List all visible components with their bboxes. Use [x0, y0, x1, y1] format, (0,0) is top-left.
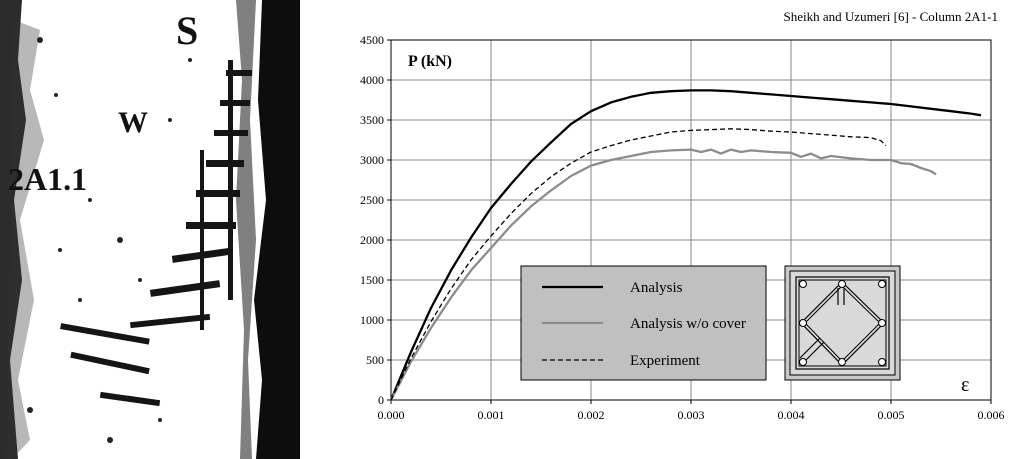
y-tick-label: 1500	[360, 273, 384, 287]
y-tick-label: 3000	[360, 153, 384, 167]
photo-label-s: S	[176, 8, 198, 53]
x-tick-label: 0.001	[478, 408, 505, 422]
load-strain-chart: Sheikh and Uzumeri [6] - Column 2A1-1 0 5…	[360, 9, 1005, 422]
legend-label-experiment: Experiment	[630, 353, 701, 369]
series-experiment	[390, 128, 887, 401]
x-tick-label: 0.003	[678, 408, 705, 422]
y-tick-label: 1000	[360, 313, 384, 327]
legend-label-analysis-without-cover: Analysis w/o cover	[630, 316, 746, 332]
series-analysis	[389, 89, 982, 401]
series-analysis-without-cover	[389, 148, 937, 401]
x-tick-label: 0.002	[578, 408, 605, 422]
x-axis: 0.000 0.001 0.002 0.003 0.004 0.005 0.006	[378, 400, 1005, 422]
y-tick-label: 3500	[360, 113, 384, 127]
legend: Analysis Analysis w/o cover Experiment	[520, 265, 767, 381]
y-tick-label: 4000	[360, 73, 384, 87]
x-tick-label: 0.005	[878, 408, 905, 422]
y-axis: 0 500 1000 1500 2000 2500 3000 3500 4000 4500	[360, 33, 391, 407]
x-tick-label: 0.000	[378, 408, 405, 422]
legend-label-analysis: Analysis	[630, 280, 683, 296]
y-tick-label: 4500	[360, 33, 384, 47]
y-tick-label: 500	[366, 353, 384, 367]
photo-label-w: W	[118, 106, 148, 139]
y-tick-label: 2500	[360, 193, 384, 207]
column-photo: S W 2A1.1	[0, 0, 300, 459]
x-tick-label: 0.004	[778, 408, 805, 422]
x-axis-label: ε	[961, 374, 969, 396]
x-tick-label: 0.006	[978, 408, 1005, 422]
y-tick-label: 0	[378, 393, 384, 407]
photo-label-specimen: 2A1.1	[8, 161, 87, 197]
series-lines	[389, 89, 982, 401]
y-tick-label: 2000	[360, 233, 384, 247]
y-axis-label: P (kN)	[408, 53, 452, 70]
cross-section-diagram	[784, 265, 901, 381]
chart-title: Sheikh and Uzumeri [6] - Column 2A1-1	[784, 9, 998, 24]
